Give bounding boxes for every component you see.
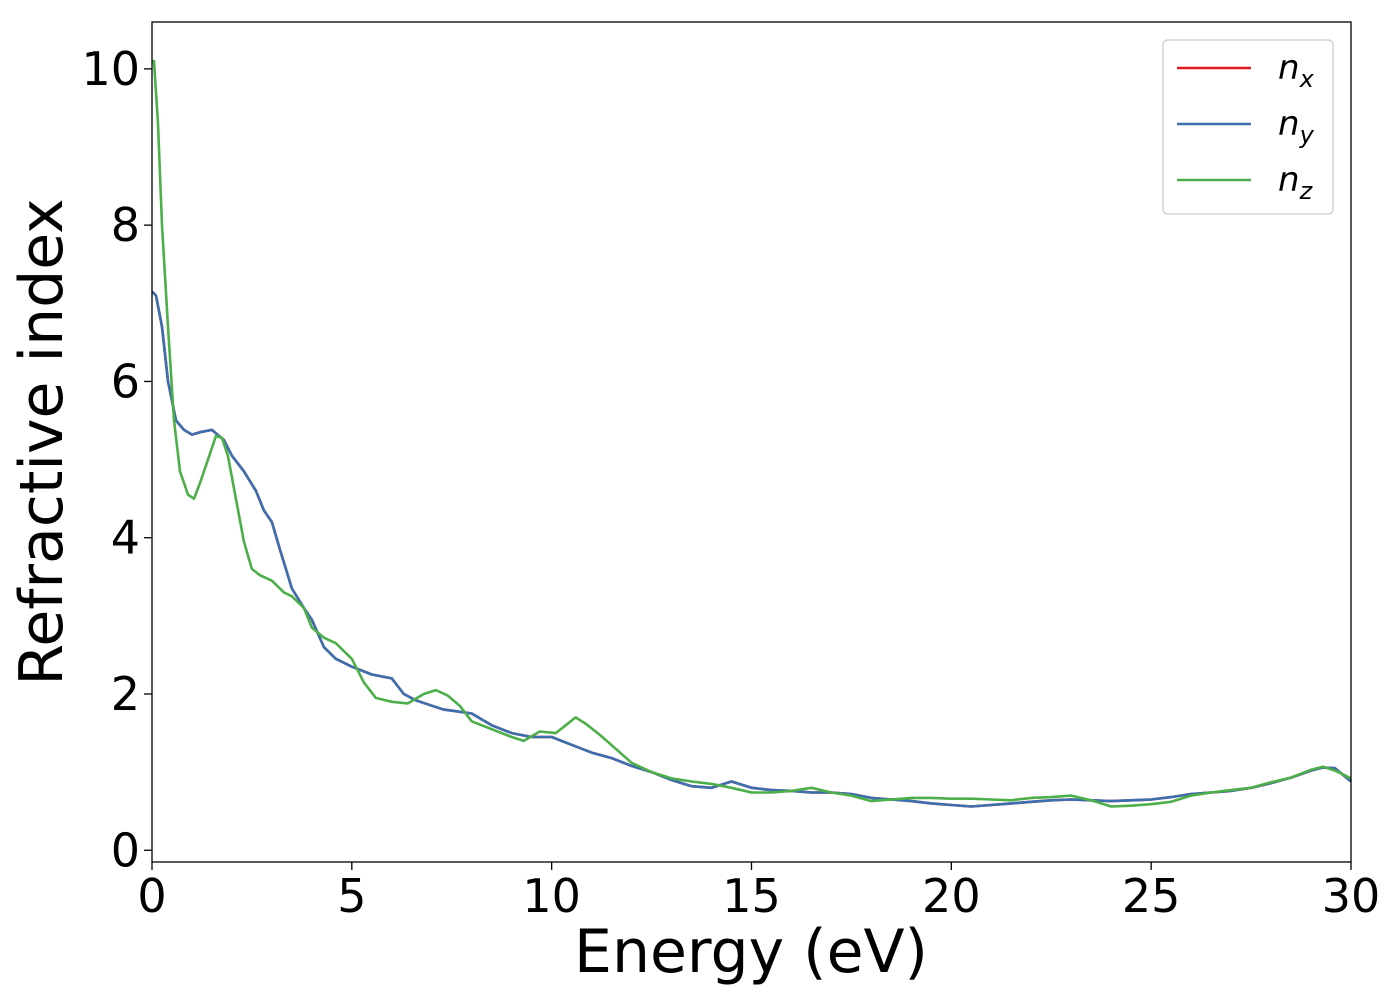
- y-tick-label: 8: [111, 198, 140, 252]
- legend-label-subscript: z: [1299, 177, 1314, 205]
- y-tick-label: 10: [81, 42, 140, 96]
- series-line-ny: [151, 290, 1352, 808]
- x-tick-label: 20: [922, 869, 981, 923]
- x-tick-label: 5: [337, 869, 366, 923]
- x-tick-label: 25: [1122, 869, 1181, 923]
- legend-box: [1162, 39, 1334, 215]
- y-tick-label: 4: [111, 511, 140, 565]
- x-tick-label: 10: [522, 869, 581, 923]
- x-tick-label: 15: [722, 869, 781, 923]
- legend-label-nz: nz: [1278, 160, 1314, 205]
- y-tick-label: 2: [111, 667, 140, 721]
- legend-label-subscript: x: [1299, 65, 1315, 93]
- series-line-nx: [151, 290, 1352, 808]
- y-tick-label: 0: [111, 823, 140, 877]
- y-tick-label: 6: [111, 354, 140, 408]
- series-group: [151, 59, 1352, 808]
- series-line-nz: [152, 59, 1352, 808]
- legend-label-base: n: [1278, 48, 1300, 88]
- legend-label-base: n: [1278, 160, 1300, 200]
- y-axis: 0 2 4 6 8 10: [81, 42, 152, 877]
- x-tick-label: 0: [137, 869, 166, 923]
- x-axis-title: Energy (eV): [574, 917, 928, 987]
- legend-label-base: n: [1278, 104, 1300, 144]
- legend-label-subscript: y: [1299, 121, 1315, 149]
- y-axis-title: Refractive index: [7, 198, 77, 685]
- x-tick-label: 30: [1322, 869, 1381, 923]
- legend-label-ny: ny: [1278, 104, 1315, 149]
- legend-label-nx: nx: [1278, 48, 1315, 93]
- x-axis: 0 5 10 15 20 25 30: [137, 862, 1380, 923]
